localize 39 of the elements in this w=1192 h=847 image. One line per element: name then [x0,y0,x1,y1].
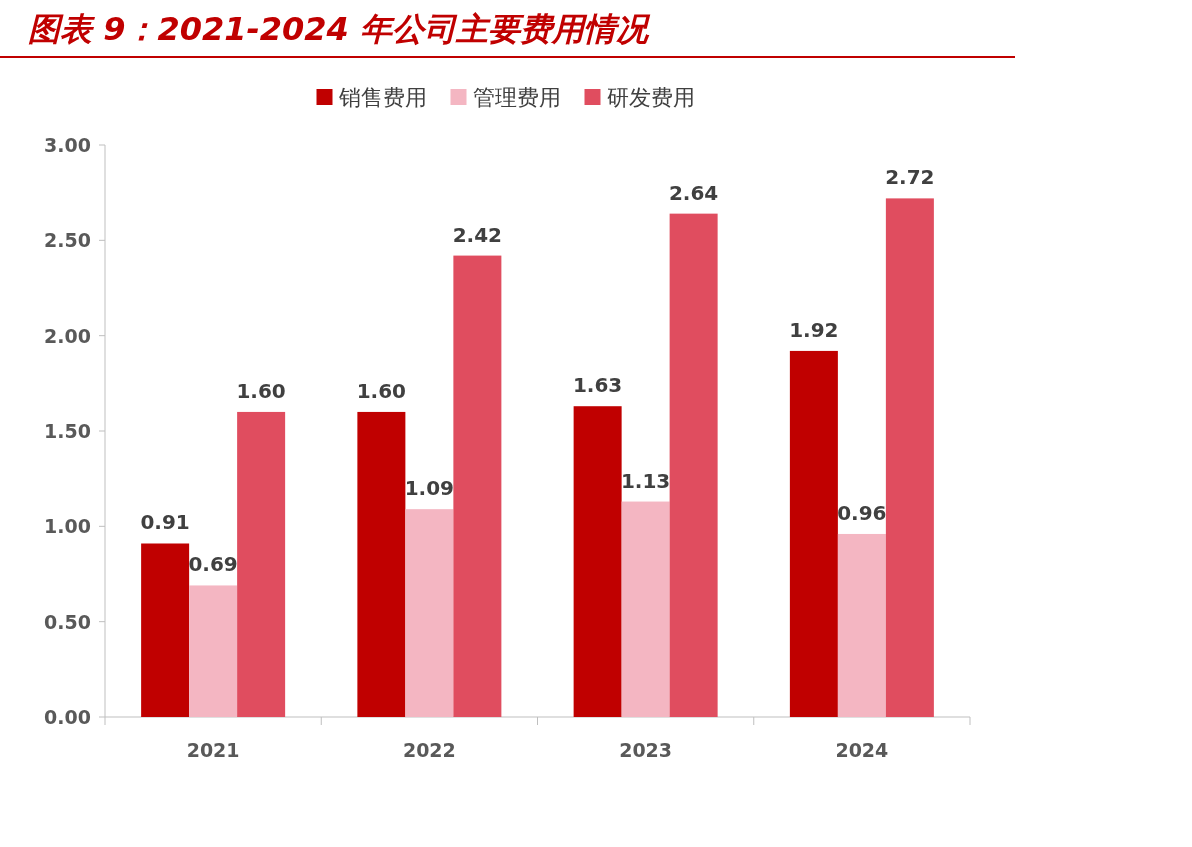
bar [837,533,886,717]
data-label: 1.13 [620,468,671,493]
bar [669,213,718,717]
data-label: 1.63 [572,373,623,398]
data-label: 0.91 [140,510,190,535]
y-tick-label: 1.00 [44,515,91,538]
data-label: 1.09 [404,476,455,501]
x-tick-label: 2023 [619,739,673,761]
bar [237,411,286,717]
data-label: 1.60 [356,378,407,403]
data-label: 2.72 [885,165,935,190]
data-label: 2.64 [668,180,719,205]
y-tick-label: 2.50 [44,229,91,252]
legend-label: 管理费用 [472,85,561,110]
bar [357,411,406,717]
data-label: 1.60 [236,378,286,403]
bar [789,350,838,717]
bar [189,585,238,717]
y-tick-label: 0.50 [44,610,91,633]
data-label: 0.69 [188,552,238,577]
data-label: 0.96 [837,500,887,525]
bar [573,406,622,717]
bar [621,501,670,717]
bar [453,255,502,717]
data-label: 2.42 [452,222,503,247]
x-tick-label: 2024 [835,739,889,761]
y-tick-label: 0.00 [44,706,91,728]
y-tick-label: 2.00 [44,324,91,347]
bar [885,198,934,717]
y-tick-label: 3.00 [44,134,91,156]
legend-label: 研发费用 [606,85,695,110]
bar [141,543,190,717]
bar [405,509,454,717]
data-label: 1.92 [789,317,839,342]
y-tick-label: 1.50 [44,420,91,442]
x-tick-label: 2021 [186,739,240,761]
x-tick-label: 2022 [402,739,456,761]
legend-label: 销售费用 [337,85,427,110]
chart-title: 图表 9：2021-2024 年公司主要费用情况 [28,10,651,48]
